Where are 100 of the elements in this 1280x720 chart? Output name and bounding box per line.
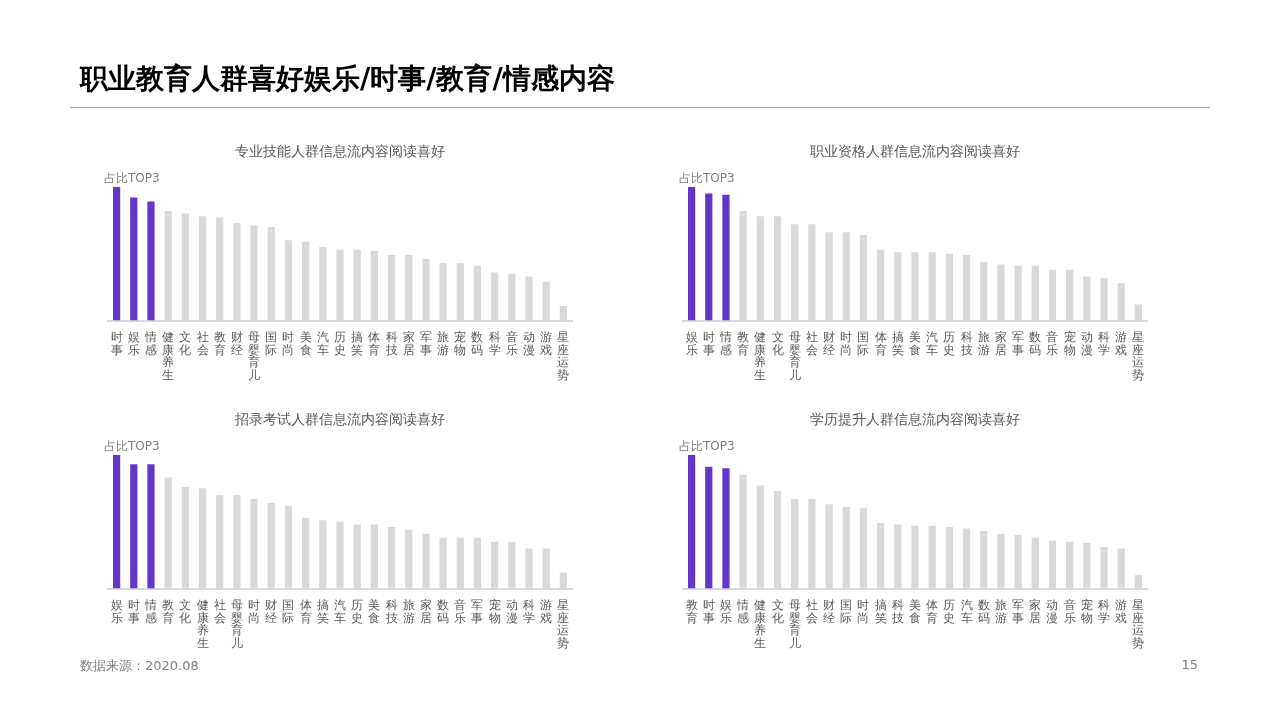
x-tick-label: 动漫 <box>1046 598 1059 625</box>
x-tick-label: 情感 <box>736 598 750 625</box>
x-tick-label: 旅游 <box>977 330 990 357</box>
chart-title: 招录考试人群信息流内容阅读喜好 <box>234 411 445 428</box>
x-tick-label: 音乐 <box>454 598 467 625</box>
x-tick-label: 时尚 <box>840 330 853 357</box>
x-tick-label: 美食 <box>909 330 921 357</box>
x-tick-label: 家居 <box>1029 598 1042 625</box>
x-tick-label: 汽车 <box>316 330 329 357</box>
x-tick-label: 教育 <box>685 598 698 625</box>
x-tick-label: 时事 <box>702 598 715 625</box>
x-tick-label: 财经 <box>230 330 243 357</box>
x-tick-label: 数码 <box>437 598 450 625</box>
x-tick-label: 娱乐 <box>110 598 123 625</box>
x-tick-label: 教育 <box>737 330 750 357</box>
x-tick-label: 宠物 <box>488 598 501 625</box>
x-tick-label: 情感 <box>143 330 157 357</box>
x-tick-label: 星座运势 <box>557 330 570 382</box>
x-tick-label: 游戏 <box>1115 598 1128 625</box>
x-tick-label: 母婴育儿 <box>788 330 801 382</box>
x-tick-label: 历史 <box>943 330 956 357</box>
x-tick-label: 历史 <box>943 598 956 625</box>
bar <box>147 464 155 589</box>
bar <box>687 186 696 321</box>
x-tick-label: 美食 <box>368 598 381 625</box>
x-tick-label: 历史 <box>334 330 346 357</box>
x-tick-label: 科学 <box>1098 598 1111 625</box>
x-tick-label: 时事 <box>110 330 123 357</box>
x-tick-label: 情感 <box>143 598 157 625</box>
x-tick-label: 科技 <box>959 330 973 357</box>
x-tick-label: 搞笑 <box>351 330 364 357</box>
chart-title: 学历提升人群信息流内容阅读喜好 <box>810 411 1020 428</box>
text: 15 <box>1181 657 1198 672</box>
x-tick-label: 数码 <box>471 330 484 357</box>
x-tick-label: 科技 <box>890 598 904 625</box>
bar <box>147 201 155 321</box>
bar <box>130 197 138 321</box>
x-tick-label: 娱乐 <box>127 330 140 357</box>
x-tick-label: 科技 <box>384 330 398 357</box>
bar <box>705 193 713 321</box>
x-tick-label: 军事 <box>471 598 484 625</box>
x-tick-label: 数码 <box>977 598 990 625</box>
bar <box>112 186 121 321</box>
x-tick-label: 汽车 <box>960 598 973 625</box>
x-tick-label: 体育 <box>926 598 939 625</box>
x-tick-label: 健康养生 <box>754 330 767 382</box>
x-tick-label: 科学 <box>1098 330 1111 357</box>
x-tick-label: 科学 <box>523 598 536 625</box>
x-tick-label: 财经 <box>823 598 836 625</box>
x-tick-label: 健康养生 <box>754 598 767 650</box>
x-tick-label: 母婴育儿 <box>788 598 801 650</box>
x-tick-label: 数码 <box>1029 330 1042 357</box>
x-tick-label: 军事 <box>419 330 432 357</box>
x-tick-label: 社会 <box>196 330 209 357</box>
x-tick-label: 游戏 <box>540 598 553 625</box>
x-tick-label: 国际 <box>282 598 295 625</box>
x-tick-label: 汽车 <box>334 598 346 625</box>
bar <box>722 194 730 321</box>
text: 占比TOP3 <box>104 438 160 453</box>
x-tick-label: 母婴育儿 <box>230 598 243 650</box>
x-tick-label: 美食 <box>299 330 312 357</box>
bar <box>687 454 696 589</box>
bar <box>112 454 121 589</box>
x-tick-label: 动漫 <box>523 330 536 357</box>
text: 占比TOP3 <box>679 170 735 185</box>
x-tick-label: 教育 <box>162 598 175 625</box>
x-tick-label: 体育 <box>874 330 887 357</box>
x-tick-label: 游戏 <box>540 330 553 357</box>
x-tick-label: 时尚 <box>857 598 870 625</box>
x-tick-label: 时事 <box>127 598 140 625</box>
x-tick-label: 健康养生 <box>162 330 175 382</box>
x-tick-label: 文化 <box>179 598 192 625</box>
x-tick-label: 星座运势 <box>557 598 570 650</box>
x-tick-label: 时尚 <box>248 598 261 625</box>
x-tick-label: 军事 <box>1012 330 1025 357</box>
x-tick-label: 文化 <box>179 330 192 357</box>
text: 职业教育人群喜好娱乐/时事/教育/情感内容 <box>80 61 615 97</box>
x-tick-label: 动漫 <box>505 598 518 625</box>
x-tick-label: 旅游 <box>994 598 1007 625</box>
x-tick-label: 时尚 <box>282 330 295 357</box>
bar <box>705 466 713 589</box>
bar <box>130 464 138 589</box>
x-tick-label: 军事 <box>1012 598 1025 625</box>
x-tick-label: 美食 <box>909 598 921 625</box>
x-tick-label: 家居 <box>419 598 432 625</box>
x-tick-label: 历史 <box>351 598 364 625</box>
x-tick-label: 财经 <box>823 330 836 357</box>
x-tick-label: 星座运势 <box>1132 330 1145 382</box>
x-tick-label: 情感 <box>718 330 732 357</box>
x-tick-label: 文化 <box>771 330 784 357</box>
x-tick-label: 汽车 <box>926 330 939 357</box>
x-tick-label: 搞笑 <box>316 598 329 625</box>
x-tick-label: 健康养生 <box>196 598 209 650</box>
x-tick-label: 教育 <box>213 330 226 357</box>
chart-title: 职业资格人群信息流内容阅读喜好 <box>810 143 1020 160</box>
x-tick-label: 音乐 <box>505 330 518 357</box>
x-tick-label: 星座运势 <box>1132 598 1145 650</box>
x-tick-label: 娱乐 <box>719 598 732 625</box>
x-tick-label: 旅游 <box>402 598 415 625</box>
bar <box>722 468 730 589</box>
